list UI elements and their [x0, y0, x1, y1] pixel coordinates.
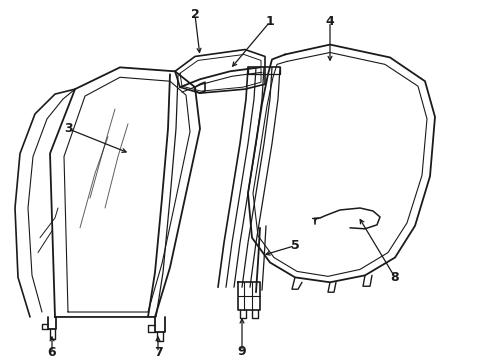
Text: 3: 3: [64, 122, 73, 135]
Text: 7: 7: [154, 346, 162, 359]
Text: 2: 2: [191, 8, 199, 21]
Text: 9: 9: [238, 345, 246, 358]
Text: 8: 8: [391, 271, 399, 284]
Text: 5: 5: [291, 239, 299, 252]
Text: 1: 1: [266, 15, 274, 28]
Text: 6: 6: [48, 346, 56, 359]
Text: 4: 4: [326, 15, 334, 28]
